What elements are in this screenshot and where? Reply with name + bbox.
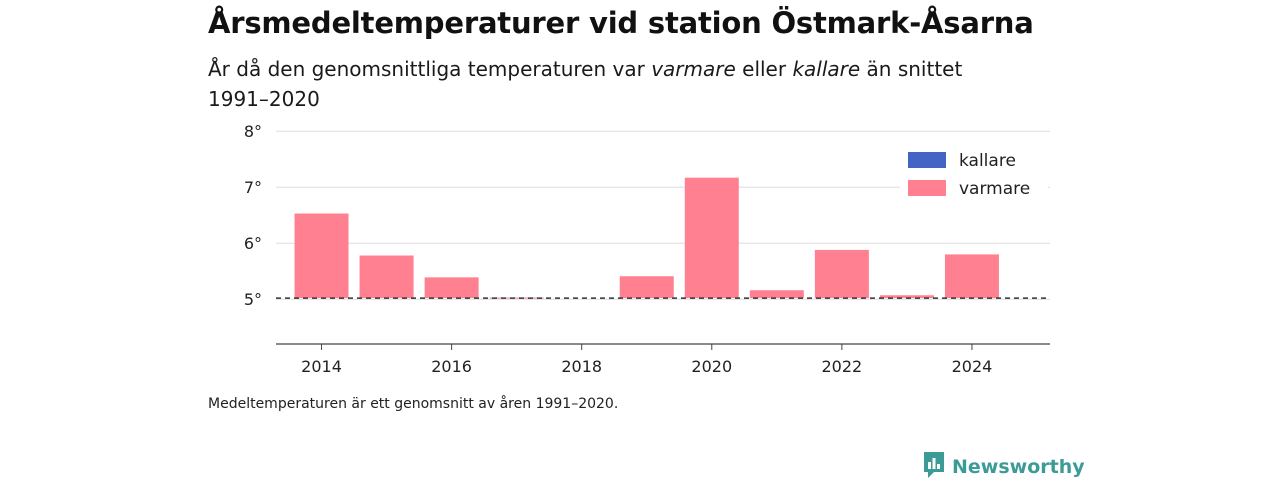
subtitle-part3: än snittet 1991–2020 bbox=[208, 57, 963, 111]
legend-label-kallare: kallare bbox=[959, 151, 1016, 171]
bars bbox=[294, 177, 999, 299]
chart-title: Årsmedeltemperaturer vid station Östmark… bbox=[208, 6, 1034, 40]
legend: kallare varmare bbox=[900, 140, 1048, 202]
bar-2017 bbox=[489, 297, 544, 299]
y-tick-label: 7° bbox=[244, 178, 262, 197]
y-tick-label: 5° bbox=[244, 290, 262, 309]
bar-2016 bbox=[424, 277, 479, 299]
bar-2022 bbox=[814, 249, 869, 299]
chart-subtitle: År då den genomsnittliga temperaturen va… bbox=[208, 54, 1028, 114]
gridlines bbox=[276, 130, 1050, 300]
x-tick-label: 2014 bbox=[301, 357, 342, 376]
x-tick-label: 2020 bbox=[691, 357, 732, 376]
bar-2024 bbox=[944, 254, 999, 299]
subtitle-part2: eller bbox=[735, 57, 793, 81]
subtitle-warm-word: varmare bbox=[651, 57, 736, 81]
brand-name: Newsworthy bbox=[952, 456, 1085, 478]
bar-chart-speech-icon bbox=[922, 450, 946, 484]
legend-swatch-kallare bbox=[908, 152, 946, 168]
subtitle-cold-word: kallare bbox=[792, 57, 861, 81]
chart-note: Medeltemperaturen är ett genomsnitt av å… bbox=[208, 396, 619, 412]
subtitle-part1: År då den genomsnittliga temperaturen va… bbox=[208, 57, 652, 81]
bar-2019 bbox=[619, 276, 674, 299]
bar-2021 bbox=[749, 290, 804, 299]
x-tick-label: 2016 bbox=[431, 357, 472, 376]
bar-2020 bbox=[684, 177, 739, 299]
y-axis-ticks: 5° 6° 7° 8° bbox=[244, 122, 262, 309]
bar-2023 bbox=[879, 295, 934, 299]
x-axis: 2014 2016 2018 2020 2022 2024 bbox=[276, 343, 1050, 376]
x-tick-label: 2024 bbox=[952, 357, 993, 376]
y-tick-label: 8° bbox=[244, 122, 262, 141]
x-tick-label: 2022 bbox=[822, 357, 863, 376]
legend-swatch-varmare bbox=[908, 180, 946, 196]
newsworthy-logo: Newsworthy bbox=[922, 450, 1085, 484]
bar-2014 bbox=[294, 213, 349, 299]
x-tick-label: 2018 bbox=[561, 357, 602, 376]
y-tick-label: 6° bbox=[244, 234, 262, 253]
legend-label-varmare: varmare bbox=[959, 179, 1030, 199]
bar-2015 bbox=[359, 255, 414, 299]
